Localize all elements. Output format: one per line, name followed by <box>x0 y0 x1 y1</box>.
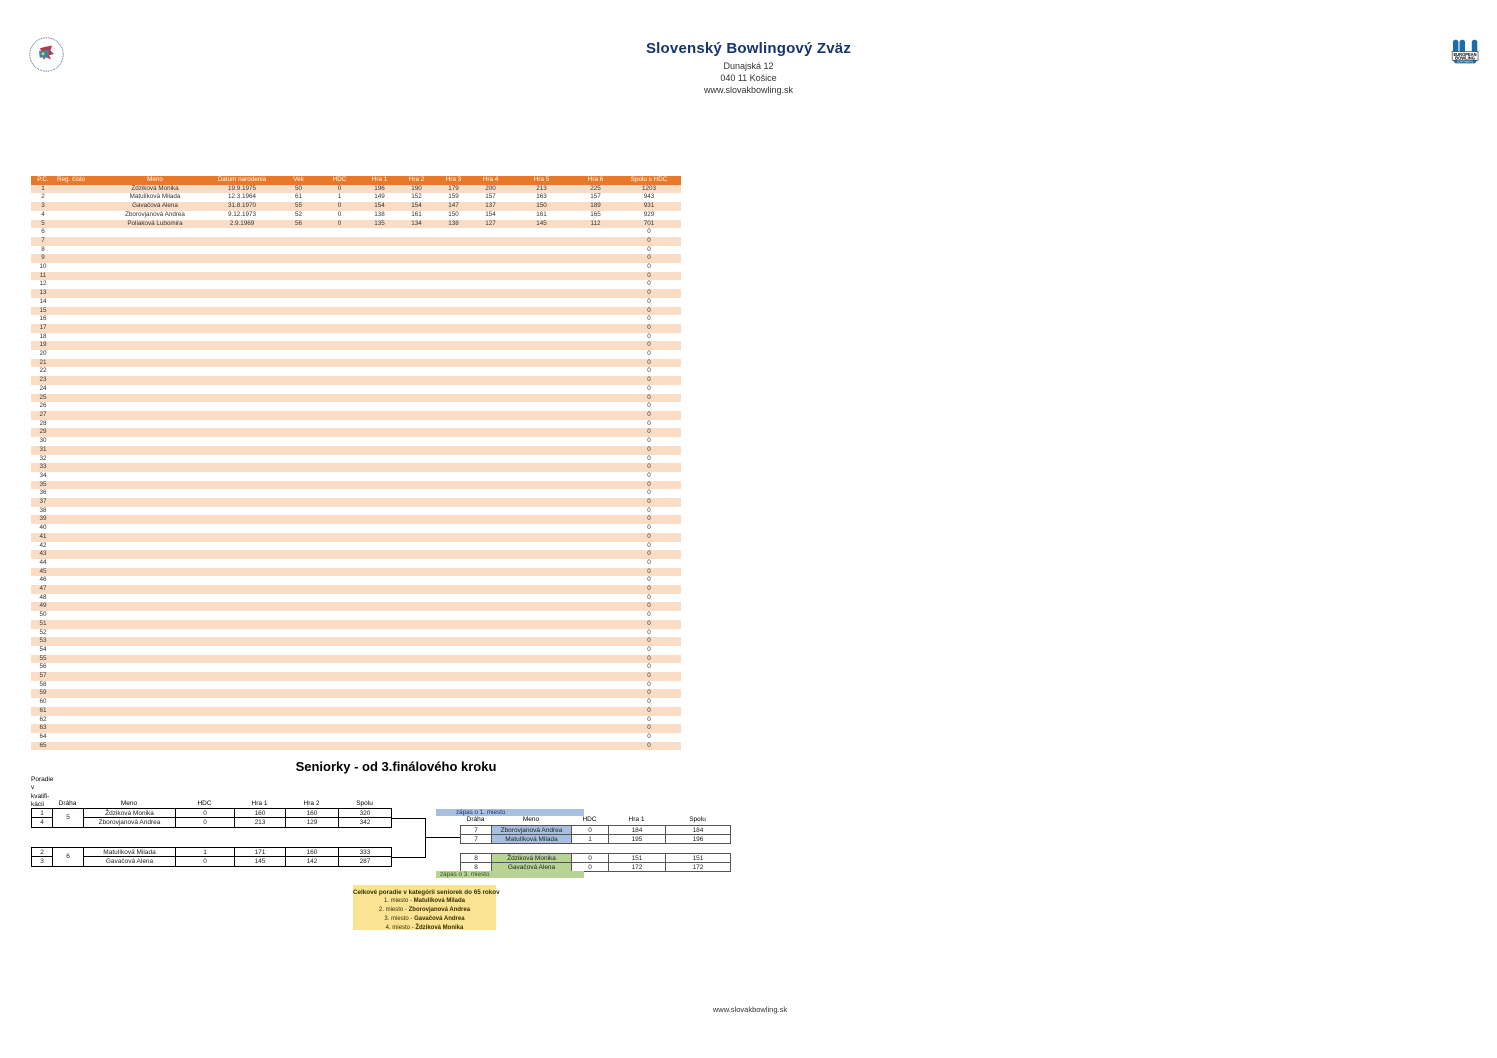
svg-text:BOWLING: BOWLING <box>1455 56 1475 61</box>
